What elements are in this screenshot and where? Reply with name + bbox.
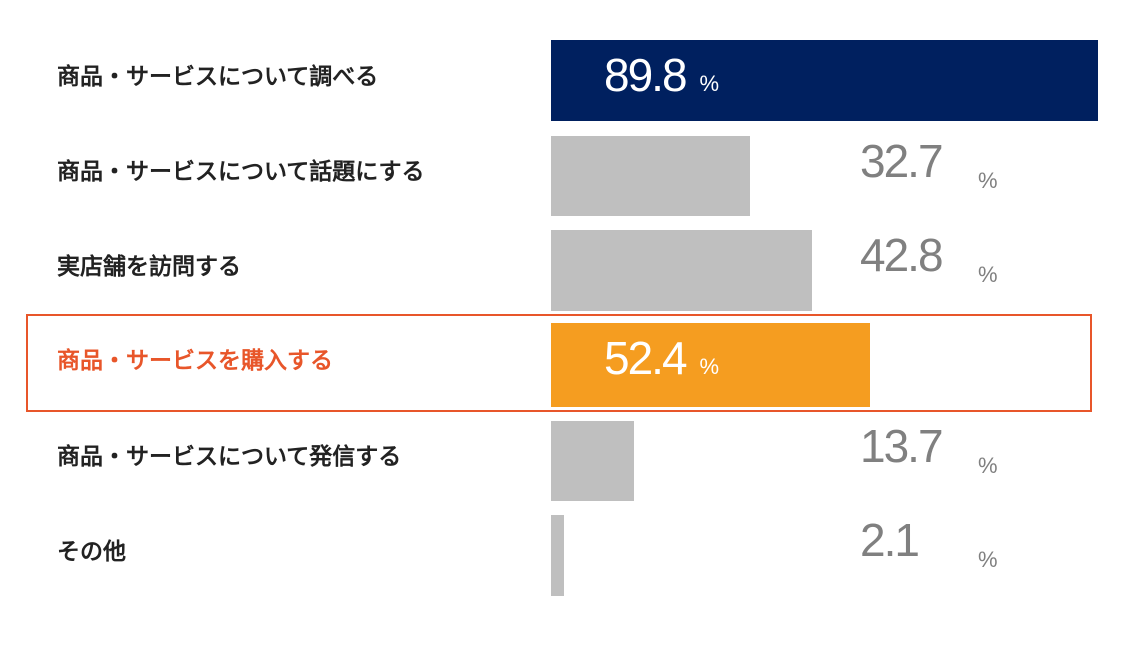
category-label: 商品・サービスについて調べる — [57, 63, 379, 90]
value-label: 13.7% — [860, 419, 998, 478]
bar — [551, 40, 1098, 121]
value-number: 52.4 — [604, 332, 688, 384]
value-number: 89.8 — [604, 49, 688, 101]
category-label: 商品・サービスについて話題にする — [57, 159, 425, 185]
value-unit: % — [978, 168, 998, 193]
value-label: 32.7% — [860, 134, 998, 193]
category-label: 実店舗を訪問する — [57, 253, 241, 280]
value-number: 42.8 — [860, 229, 944, 281]
value-label: 89.8% — [604, 48, 719, 102]
bar — [551, 323, 870, 407]
value-number: 32.7 — [860, 135, 944, 187]
value-unit: % — [699, 71, 720, 96]
category-label: その他 — [57, 538, 126, 565]
value-unit: % — [699, 354, 720, 379]
value-unit: % — [978, 547, 998, 572]
category-label: 商品・サービスを購入する — [57, 348, 333, 374]
bar — [551, 421, 634, 501]
value-unit: % — [978, 262, 998, 287]
value-label: 2.1% — [860, 513, 998, 572]
bar — [551, 230, 812, 311]
category-label: 商品・サービスについて発信する — [57, 444, 402, 470]
value-unit: % — [978, 453, 998, 478]
bar — [551, 136, 750, 216]
value-number: 2.1 — [860, 514, 920, 566]
bar — [551, 515, 564, 596]
value-label: 52.4% — [604, 331, 719, 385]
value-number: 13.7 — [860, 420, 944, 472]
highlight-frame — [26, 314, 1092, 412]
value-label: 42.8% — [860, 228, 998, 287]
